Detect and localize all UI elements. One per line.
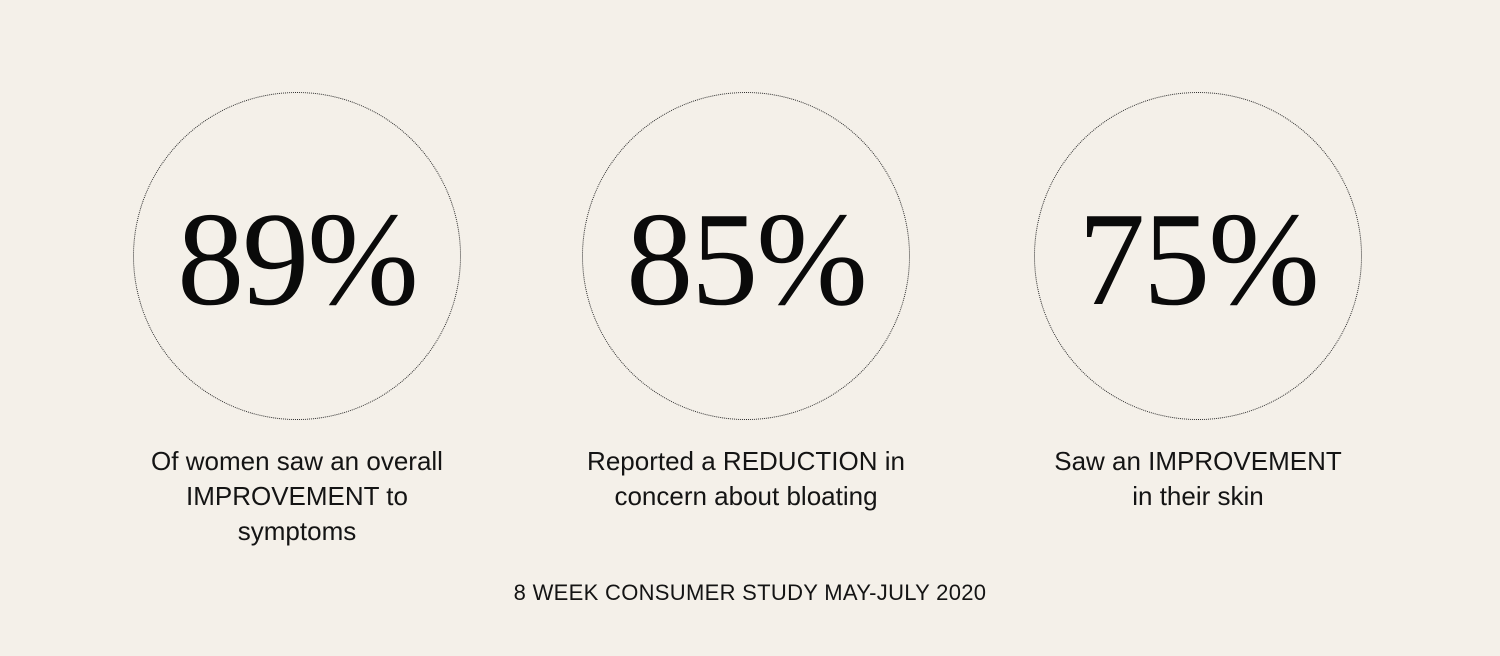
stat-circle xyxy=(582,92,910,420)
stat-caption: Reported a REDUCTION in concern about bl… xyxy=(558,444,934,514)
stat-caption: Of women saw an overall IMPROVEMENT to s… xyxy=(109,444,485,549)
caption-line: symptoms xyxy=(237,516,357,546)
caption-line: concern about bloating xyxy=(614,481,878,511)
caption-line: in their skin xyxy=(1132,481,1264,511)
stat-value: 75% xyxy=(1078,185,1320,333)
caption-line: Of women saw an overall xyxy=(151,446,443,476)
stat-circle xyxy=(1034,92,1362,420)
stat-value: 85% xyxy=(626,185,868,333)
stat-caption: Saw an IMPROVEMENT in their skin xyxy=(1010,444,1386,514)
stat-circle xyxy=(133,92,461,420)
caption-line: Reported a REDUCTION in xyxy=(587,446,905,476)
study-footnote: 8 WEEK CONSUMER STUDY MAY-JULY 2020 xyxy=(513,580,987,605)
caption-line: Saw an IMPROVEMENT xyxy=(1054,446,1342,476)
caption-line: IMPROVEMENT to xyxy=(185,481,408,511)
stat-value: 89% xyxy=(177,185,419,333)
